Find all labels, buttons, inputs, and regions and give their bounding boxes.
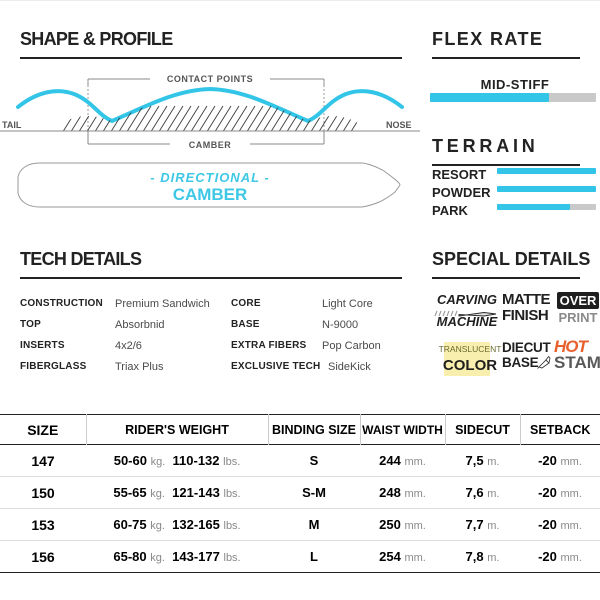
svg-text:CAMBER: CAMBER (189, 140, 232, 150)
svg-text:CAMBER: CAMBER (173, 185, 248, 204)
svg-text:TAIL: TAIL (2, 120, 22, 130)
svg-text:NOSE: NOSE (386, 120, 412, 130)
svg-text:- DIRECTIONAL -: - DIRECTIONAL - (150, 170, 269, 185)
svg-text:CONTACT POINTS: CONTACT POINTS (167, 74, 253, 84)
